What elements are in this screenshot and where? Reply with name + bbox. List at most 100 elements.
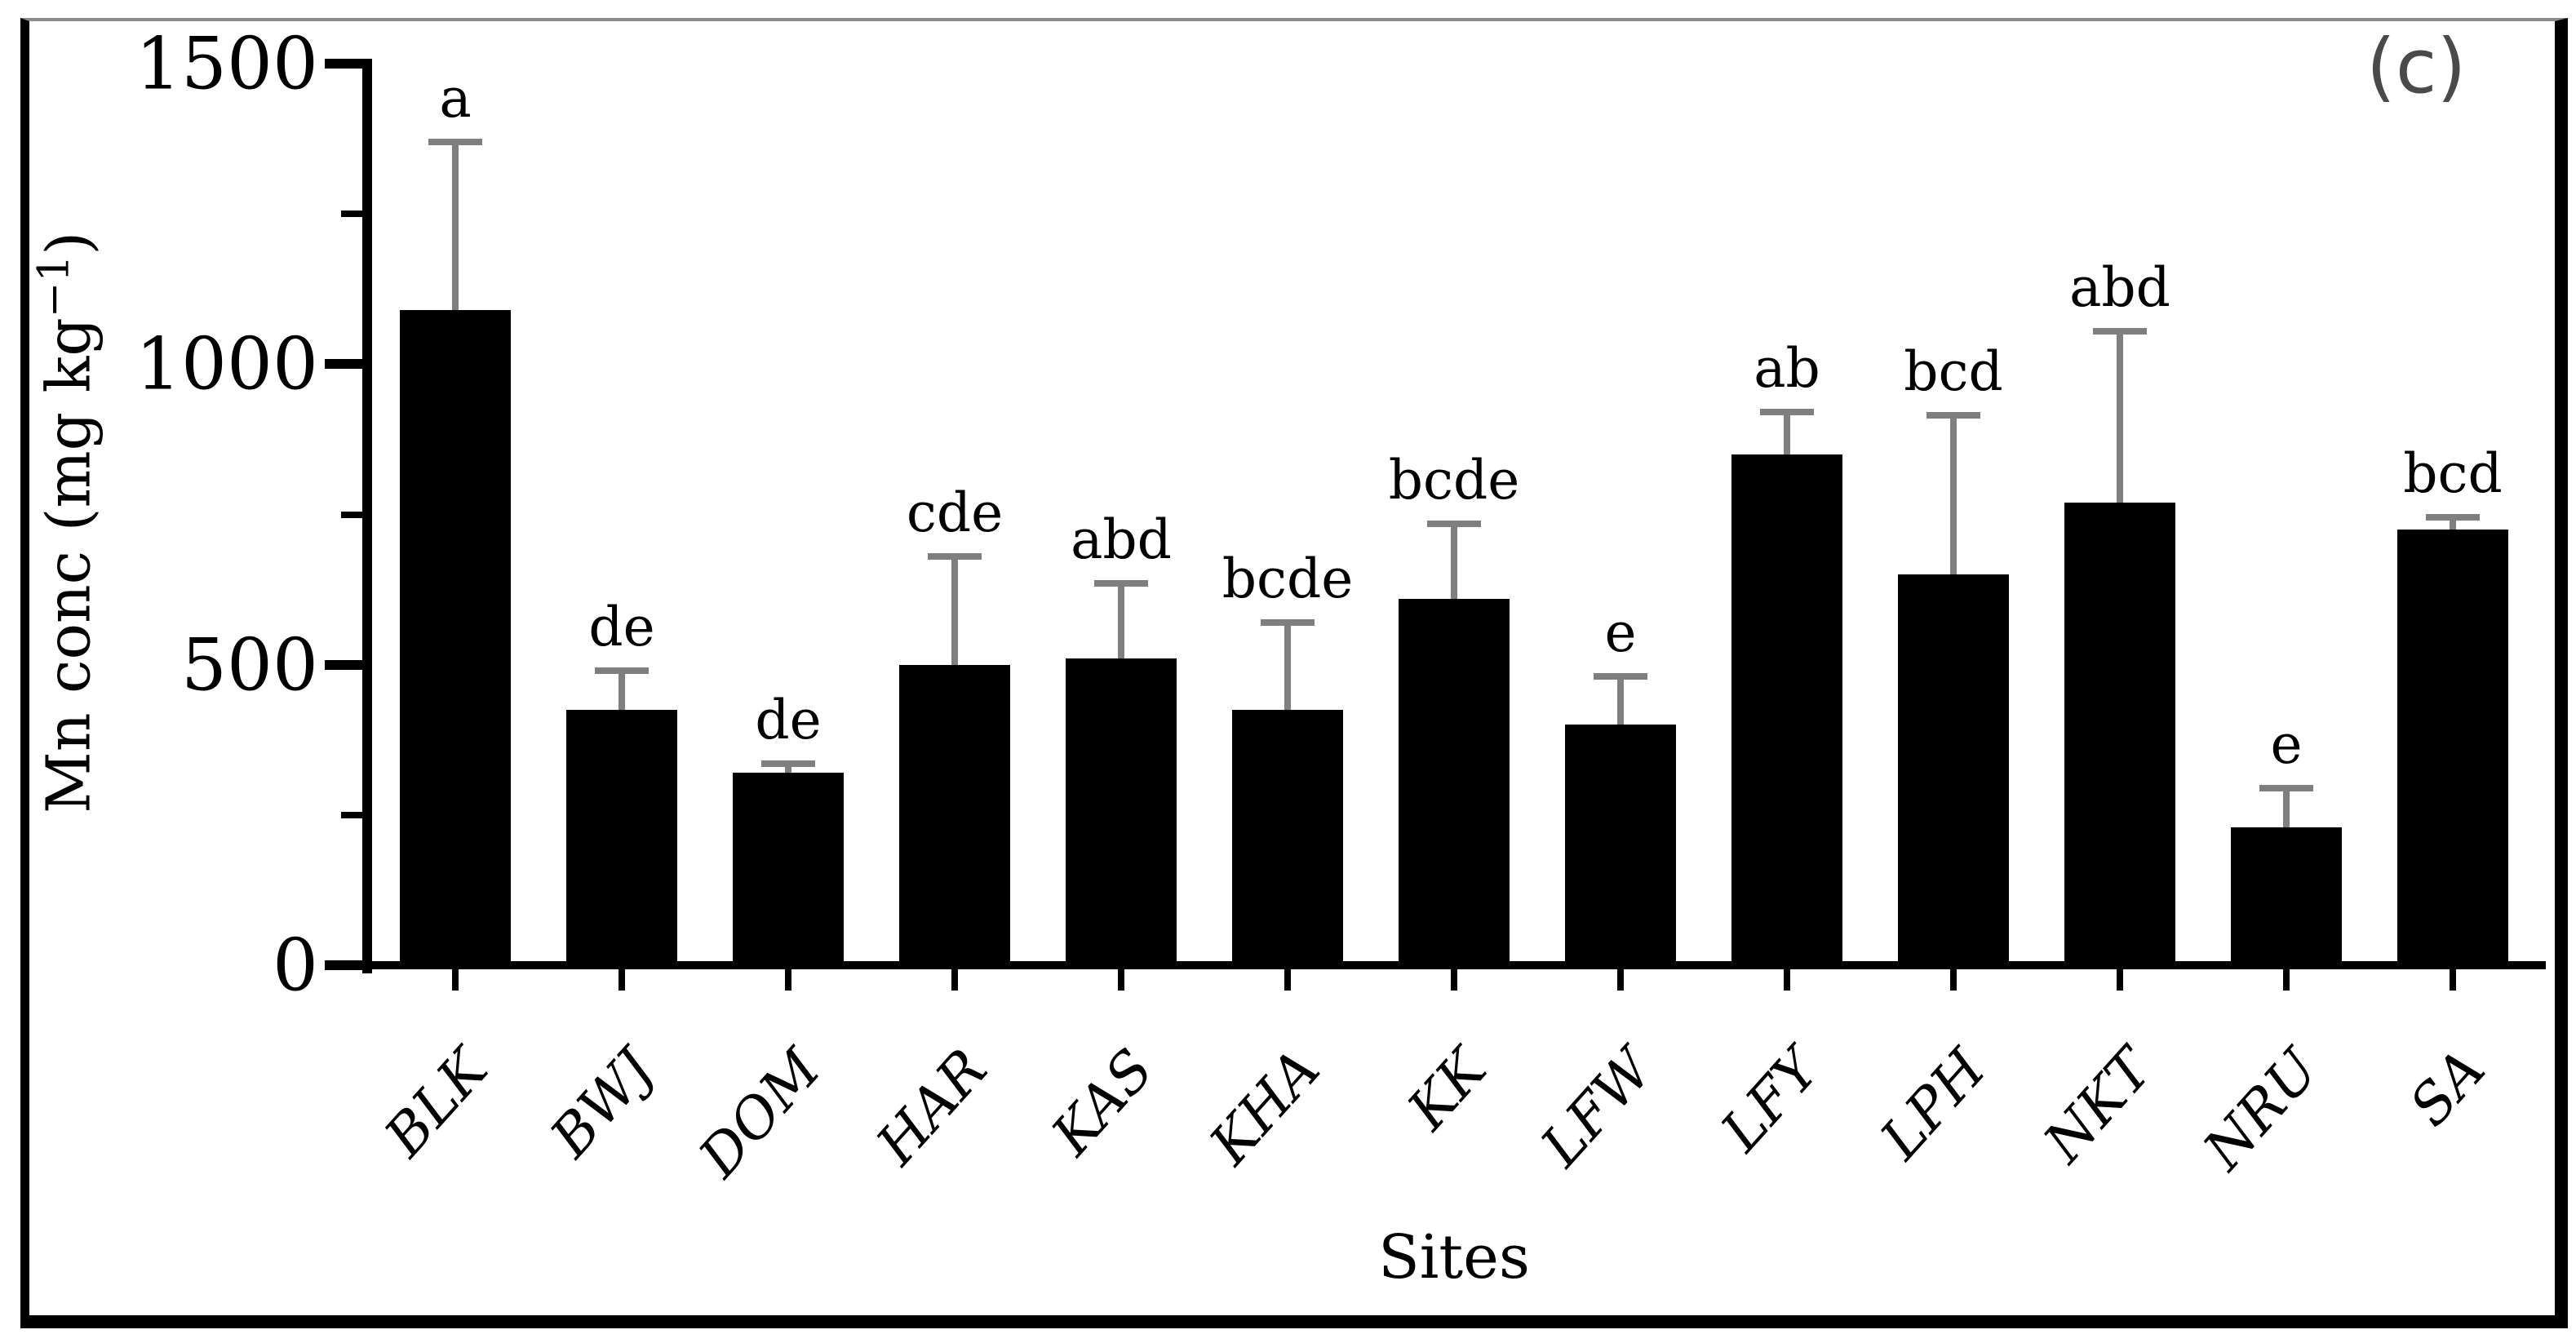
error-bar-stem-BLK xyxy=(452,141,459,311)
bar-LFW xyxy=(1565,725,1676,965)
sig-letter-KK: bcde xyxy=(1388,448,1520,512)
x-tick-label-KK: KK xyxy=(1395,1037,1500,1142)
y-axis-title-text: Mn conc (mg kg xyxy=(33,317,104,813)
x-tick-KAS xyxy=(1118,969,1124,991)
sig-letter-BWJ: de xyxy=(588,596,655,659)
x-tick-label-KAS: KAS xyxy=(1040,1037,1167,1168)
sig-letter-KHA: bcde xyxy=(1221,547,1354,611)
x-tick-label-NRU: NRU xyxy=(2192,1037,2332,1183)
x-tick-NRU xyxy=(2283,969,2290,991)
x-tick-label-HAR: HAR xyxy=(864,1037,1000,1177)
error-bar-stem-HAR xyxy=(951,556,958,665)
y-axis-title-close: ) xyxy=(33,231,104,255)
x-tick-SA xyxy=(2450,969,2456,991)
sig-letter-DOM: de xyxy=(755,689,822,752)
error-bar-cap-BLK xyxy=(428,138,482,145)
y-major-tick-500 xyxy=(325,659,362,670)
x-tick-LFY xyxy=(1784,969,1790,991)
error-bar-stem-BWJ xyxy=(619,671,625,710)
x-tick-label-DOM: DOM xyxy=(687,1037,834,1190)
y-tick-label-1000: 1000 xyxy=(135,321,318,406)
x-tick-DOM xyxy=(785,969,791,991)
error-bar-stem-KHA xyxy=(1284,623,1291,710)
error-bar-cap-KK xyxy=(1427,520,1481,527)
bar-KAS xyxy=(1066,658,1177,965)
error-bar-cap-NKT xyxy=(2093,327,2147,335)
error-bar-stem-LPH xyxy=(1950,414,1957,575)
error-bar-stem-KK xyxy=(1451,523,1457,599)
error-bar-stem-KAS xyxy=(1118,583,1124,659)
error-bar-cap-SA xyxy=(2426,514,2480,521)
error-bar-cap-LFY xyxy=(1760,409,1814,416)
y-axis-title: Mn conc (mg kg−1) xyxy=(30,0,104,1053)
y-tick-label-500: 500 xyxy=(181,623,318,707)
sig-letter-LPH: bcd xyxy=(1904,339,2003,403)
x-tick-BWJ xyxy=(619,969,625,991)
sig-letter-BLK: a xyxy=(439,66,472,130)
error-bar-cap-KHA xyxy=(1261,619,1315,627)
error-bar-stem-SA xyxy=(2450,517,2456,530)
x-tick-label-BLK: BLK xyxy=(372,1037,501,1169)
error-bar-stem-DOM xyxy=(785,764,791,773)
x-tick-label-LPH: LPH xyxy=(1869,1037,1999,1172)
error-bar-stem-LFY xyxy=(1784,412,1790,454)
bar-DOM xyxy=(733,773,844,965)
x-tick-KHA xyxy=(1284,969,1291,991)
x-tick-label-SA: SA xyxy=(2397,1037,2498,1139)
bar-BWJ xyxy=(566,709,677,965)
panel-letter-label: (c) xyxy=(2366,23,2467,110)
error-bar-cap-DOM xyxy=(761,760,815,768)
y-tick-label-1500: 1500 xyxy=(135,21,318,106)
bar-NRU xyxy=(2231,827,2342,965)
error-bar-stem-NRU xyxy=(2283,787,2290,827)
y-minor-tick-250 xyxy=(341,811,362,818)
y-minor-tick-1250 xyxy=(341,211,362,218)
bar-NKT xyxy=(2064,502,2175,965)
x-tick-label-LFY: LFY xyxy=(1709,1037,1833,1164)
x-tick-LFW xyxy=(1617,969,1624,991)
bar-LFY xyxy=(1731,454,1842,965)
bar-LPH xyxy=(1898,574,2009,965)
x-tick-NKT xyxy=(2117,969,2123,991)
x-tick-label-NKT: NKT xyxy=(2032,1037,2166,1175)
error-bar-cap-KAS xyxy=(1094,580,1148,587)
x-tick-BLK xyxy=(452,969,459,991)
x-axis-line xyxy=(362,961,2546,969)
error-bar-stem-NKT xyxy=(2117,330,2123,503)
sig-letter-SA: bcd xyxy=(2403,442,2503,506)
sig-letter-LFW: e xyxy=(1604,601,1637,665)
x-tick-HAR xyxy=(951,969,958,991)
y-major-tick-1500 xyxy=(325,59,362,69)
y-axis-title-superscript: −1 xyxy=(29,255,79,318)
x-tick-label-BWJ: BWJ xyxy=(539,1037,667,1170)
bar-KHA xyxy=(1232,709,1343,965)
error-bar-cap-HAR xyxy=(928,553,982,561)
x-tick-label-LFW: LFW xyxy=(1528,1037,1666,1179)
error-bar-stem-LFW xyxy=(1617,676,1624,725)
bar-HAR xyxy=(899,664,1010,965)
x-axis-title: Sites xyxy=(1378,1222,1530,1292)
error-bar-cap-BWJ xyxy=(595,667,649,675)
error-bar-cap-LFW xyxy=(1594,673,1647,680)
error-bar-cap-LPH xyxy=(1926,411,1980,419)
y-major-tick-1000 xyxy=(325,359,362,370)
y-major-tick-0 xyxy=(325,960,362,970)
y-axis-spine xyxy=(362,59,372,973)
figure-border xyxy=(20,18,2568,1328)
bar-SA xyxy=(2397,529,2508,965)
x-tick-KK xyxy=(1451,969,1457,991)
sig-letter-NRU: e xyxy=(2270,712,2303,776)
bar-KK xyxy=(1399,598,1510,965)
error-bar-cap-NRU xyxy=(2259,784,2313,791)
sig-letter-KAS: abd xyxy=(1071,508,1172,572)
x-tick-LPH xyxy=(1950,969,1957,991)
y-minor-tick-750 xyxy=(341,511,362,518)
sig-letter-HAR: cde xyxy=(906,481,1004,545)
y-tick-label-0: 0 xyxy=(273,923,318,1008)
sig-letter-NKT: abd xyxy=(2069,255,2170,319)
bar-BLK xyxy=(400,310,511,965)
sig-letter-LFY: ab xyxy=(1754,337,1820,401)
x-tick-label-KHA: KHA xyxy=(1197,1037,1333,1177)
